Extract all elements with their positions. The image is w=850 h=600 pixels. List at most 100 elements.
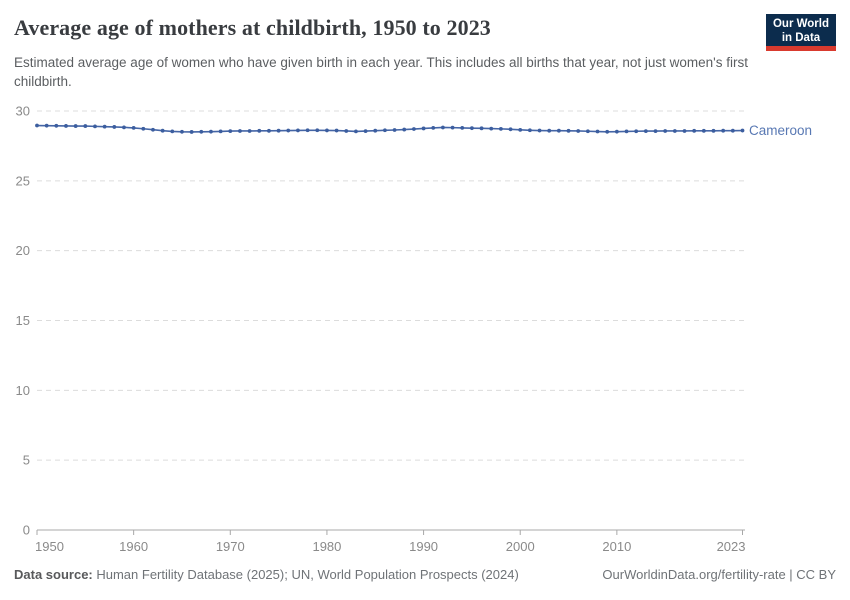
data-point[interactable] [305,128,310,133]
data-point[interactable] [605,129,610,134]
data-point[interactable] [141,126,146,131]
data-point[interactable] [634,129,639,134]
data-point[interactable] [392,128,397,132]
data-point[interactable] [267,128,271,133]
x-axis-tick-label: 1950 [35,539,64,554]
data-point[interactable] [102,124,107,129]
owid-logo-line1: Our World [772,18,829,30]
data-point[interactable] [189,130,194,134]
data-point[interactable] [54,123,59,128]
data-point[interactable] [624,129,629,134]
data-point[interactable] [479,126,484,131]
data-point[interactable] [682,129,687,133]
data-source-label: Data source: [14,567,93,582]
x-axis-tick-label: 1970 [216,539,245,554]
y-axis-tick-label: 15 [16,313,30,328]
data-point[interactable] [93,124,97,129]
y-axis-tick-label: 30 [16,104,30,119]
data-source-text: Human Fertility Database (2025); UN, Wor… [92,567,519,582]
data-point[interactable] [373,128,378,133]
footer-link[interactable]: OurWorldinData.org/fertility-rate | CC B… [602,567,836,582]
y-axis-tick-label: 5 [23,453,30,468]
data-point[interactable] [247,129,252,133]
data-point[interactable] [518,127,523,132]
data-point[interactable] [672,129,677,133]
y-axis-tick-label: 0 [23,523,30,538]
data-point[interactable] [701,128,706,133]
data-point[interactable] [576,129,581,133]
data-point[interactable] [122,125,126,130]
x-axis-tick-label: 2010 [602,539,631,554]
data-point[interactable] [431,125,436,130]
y-axis-tick-label: 20 [16,243,30,258]
data-point[interactable] [151,127,155,132]
data-point[interactable] [238,129,242,133]
owid-logo[interactable]: Our World in Data [766,14,836,51]
data-point[interactable] [334,128,339,133]
data-point[interactable] [421,126,426,131]
data-point[interactable] [566,128,571,133]
data-point[interactable] [663,129,668,133]
data-point[interactable] [112,125,117,129]
data-point[interactable] [228,129,233,134]
data-point[interactable] [469,126,474,131]
data-point[interactable] [692,128,697,133]
data-point[interactable] [441,125,445,130]
data-point[interactable] [460,125,465,130]
data-point[interactable] [199,129,204,134]
data-point[interactable] [160,128,165,133]
chart-footer: Data source: Human Fertility Database (2… [14,567,836,582]
y-axis-tick-label: 25 [16,173,30,188]
data-point[interactable] [315,128,320,133]
data-point[interactable] [180,129,184,134]
data-point[interactable] [131,125,136,130]
data-point[interactable] [276,128,281,133]
data-point[interactable] [527,128,532,133]
y-axis-tick-label: 10 [16,383,30,398]
data-point[interactable] [73,124,78,128]
data-point[interactable] [412,127,416,131]
data-point[interactable] [286,128,291,133]
data-source: Data source: Human Fertility Database (2… [14,567,519,582]
data-point[interactable] [170,129,175,134]
data-point[interactable] [721,128,726,133]
data-point[interactable] [363,129,368,134]
data-point[interactable] [740,128,745,133]
x-axis-tick-label: 2023 [717,539,746,554]
data-point[interactable] [218,129,223,134]
data-point[interactable] [383,128,387,133]
data-point[interactable] [547,128,552,133]
data-point[interactable] [209,129,213,134]
data-point[interactable] [556,128,561,133]
data-point[interactable] [508,127,513,132]
data-point[interactable] [83,124,88,128]
data-point[interactable] [402,127,407,132]
data-point[interactable] [614,129,619,134]
series-label-cameroon[interactable]: Cameroon [749,123,812,138]
data-point[interactable] [450,125,455,130]
data-point[interactable] [537,128,542,133]
x-axis-tick-label: 1990 [409,539,438,554]
data-point[interactable] [489,126,494,131]
data-point[interactable] [585,129,590,134]
data-point[interactable] [35,123,39,128]
data-point[interactable] [44,123,49,128]
data-point[interactable] [595,129,600,134]
data-point[interactable] [354,129,358,134]
data-point[interactable] [296,128,300,133]
data-point[interactable] [257,128,262,133]
x-axis-tick-label: 2000 [506,539,535,554]
owid-logo-line2: in Data [781,31,821,44]
data-point[interactable] [64,124,68,128]
page-title: Average age of mothers at childbirth, 19… [14,15,491,40]
data-point[interactable] [643,129,648,134]
data-point[interactable] [325,128,329,133]
data-point[interactable] [498,126,503,131]
data-point[interactable] [711,128,716,133]
data-point[interactable] [653,129,658,134]
x-axis-tick-label: 1960 [119,539,148,554]
data-point[interactable] [344,129,349,133]
data-point[interactable] [730,128,735,133]
